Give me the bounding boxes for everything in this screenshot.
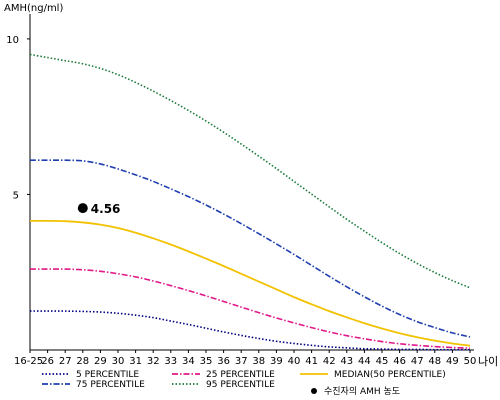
- x-tick-label: 27: [59, 356, 72, 367]
- x-tick-label: 28: [76, 356, 89, 367]
- y-tick-label: 5: [13, 190, 19, 201]
- series-line-3: [29, 219, 471, 347]
- x-tick-label: 47: [411, 356, 424, 367]
- x-tick-label: 16-25: [14, 356, 43, 367]
- x-tick-label: 49: [446, 356, 459, 367]
- x-tick-label: 39: [270, 356, 283, 367]
- legend-label-5: 95 PERCENTILE: [206, 380, 275, 390]
- x-tick-label: 45: [376, 356, 389, 367]
- point-layer: 4.56: [77, 202, 121, 216]
- x-tick-label: 48: [428, 356, 441, 367]
- x-tick-label: 29: [94, 356, 107, 367]
- x-tick-label: 38: [252, 356, 265, 367]
- x-tick-label: 46: [393, 356, 406, 367]
- x-axis-title: 나이: [478, 355, 498, 368]
- legend-label-2: 25 PERCENTILE: [206, 370, 275, 380]
- legend: 5 PERCENTILE 25 PERCENTILE MEDIAN(50 PERCE…: [42, 370, 446, 397]
- x-tick-label: 33: [164, 356, 177, 367]
- x-tick-label: 34: [182, 356, 195, 367]
- x-tick-label: 40: [288, 356, 301, 367]
- series-line-1: [30, 310, 470, 351]
- legend-label-4: 75 PERCENTILE: [76, 380, 145, 390]
- y-tick-label: 10: [6, 35, 19, 46]
- x-tick-label: 41: [305, 356, 318, 367]
- legend-point-label: 수진자의 AMH 농도: [324, 386, 400, 397]
- x-tick-label: 26: [41, 356, 54, 367]
- series-layer: [29, 53, 471, 351]
- x-tick-label: 43: [340, 356, 353, 367]
- x-tick-label: 42: [323, 356, 336, 367]
- x-tick-label: 36: [217, 356, 230, 367]
- legend-label-3: MEDIAN(50 PERCENTILE): [334, 370, 446, 380]
- legend-point-swatch: [311, 388, 317, 394]
- series-line-5: [29, 53, 471, 289]
- x-tick-label: 32: [147, 356, 160, 367]
- x-tick-label: 50: [464, 356, 477, 367]
- x-tick-label: 37: [235, 356, 248, 367]
- series-line-4: [30, 159, 471, 338]
- series-line-2: [30, 268, 471, 349]
- x-tick-label: 30: [112, 356, 125, 367]
- x-tick-label: 31: [129, 356, 142, 367]
- patient-point: [77, 203, 88, 214]
- legend-label-1: 5 PERCENTILE: [76, 370, 139, 380]
- x-tick-label: 35: [200, 356, 213, 367]
- y-axis-title: AMH(ng/ml): [4, 3, 63, 14]
- x-tick-label: 44: [358, 356, 371, 367]
- patient-point-label: 4.56: [91, 202, 121, 216]
